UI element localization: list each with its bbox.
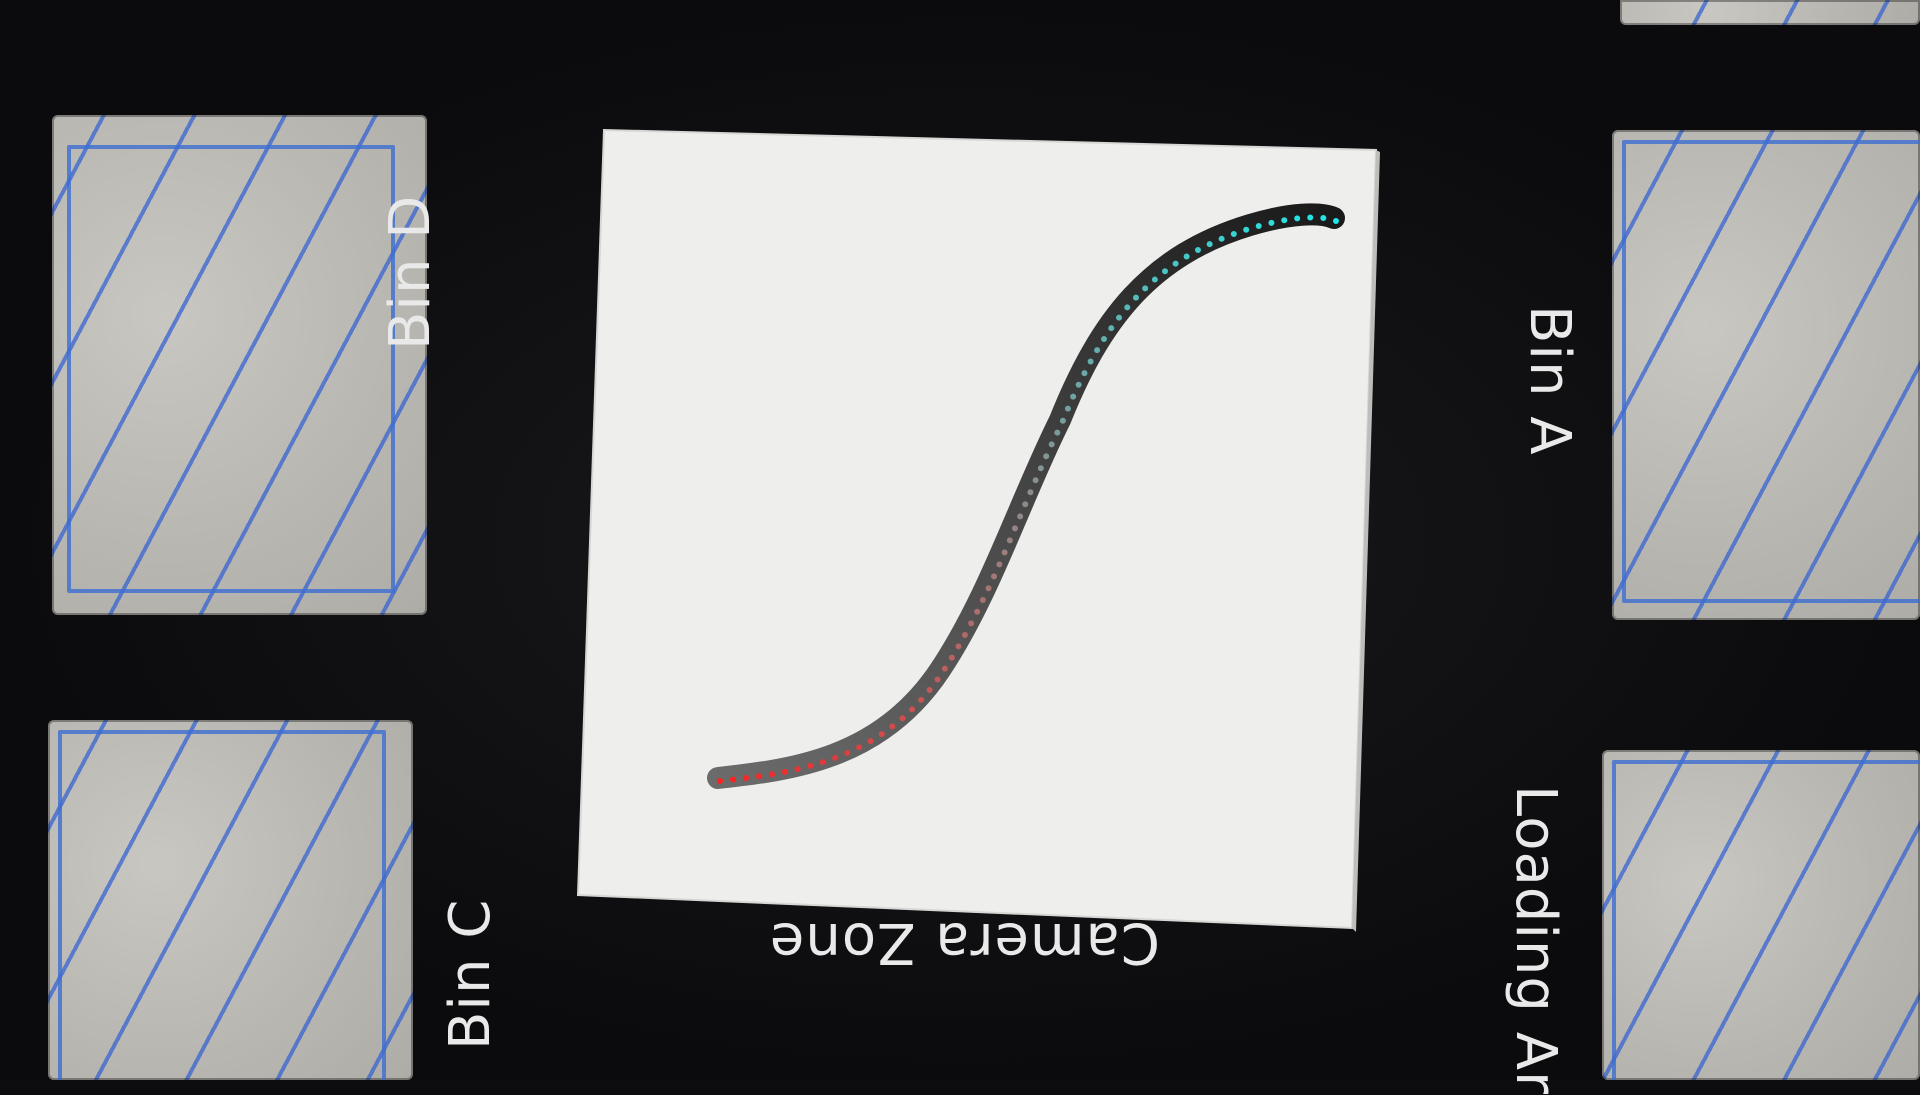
loading-area-label: Loading Ar — [1503, 785, 1568, 1095]
bin-a-tape-outline — [1622, 140, 1920, 603]
bin-c-tape-outline — [58, 730, 386, 1080]
loading-area-tape-outline — [1612, 760, 1920, 1080]
loading-area-tray — [1602, 750, 1920, 1080]
top-right-tray — [1620, 0, 1920, 25]
bin-d-label: Bin D — [378, 194, 443, 350]
bin-c-tray — [48, 720, 413, 1080]
bin-d-tray — [52, 115, 427, 615]
bin-a-label: Bin A — [1517, 305, 1582, 456]
bin-c-label: Bin C — [438, 898, 503, 1050]
bin-d-tape-outline — [67, 145, 395, 593]
bin-a-tray — [1612, 130, 1920, 620]
camera-zone-label: Camera Zone — [768, 910, 1160, 975]
